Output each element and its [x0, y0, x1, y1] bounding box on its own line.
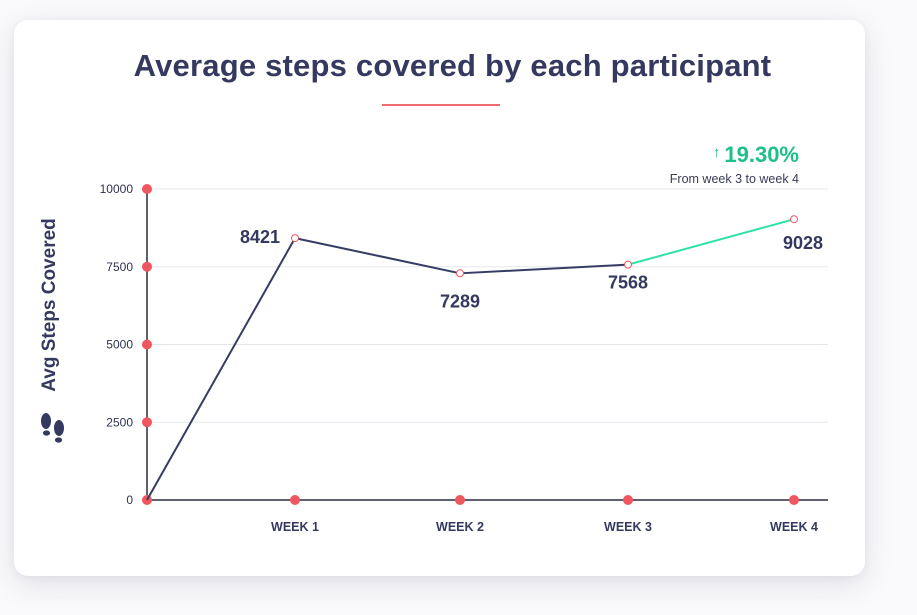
- data-label: 8421: [240, 227, 280, 247]
- x-tick-dot: [623, 495, 633, 505]
- y-tick-dot: [142, 417, 152, 428]
- data-point: [624, 260, 632, 269]
- change-indicator: ↑ 19.30% From week 3 to week 4: [670, 142, 799, 186]
- chart-title: Average steps covered by each participan…: [133, 48, 772, 83]
- y-tick-dot: [142, 184, 152, 194]
- y-tick-dot: [142, 261, 152, 272]
- footsteps-icon: [41, 413, 64, 443]
- y-tick-dot: [142, 339, 152, 350]
- y-tick-label: 2500: [106, 415, 133, 429]
- change-note: From week 3 to week 4: [669, 172, 799, 186]
- x-tick-label: WEEK 4: [770, 520, 818, 534]
- series-line: [146, 237, 629, 501]
- data-label: 7568: [608, 273, 648, 293]
- x-tick-label: WEEK 1: [271, 520, 319, 534]
- y-tick-label: 0: [126, 493, 133, 507]
- change-value-row: ↑ 19.30%: [670, 142, 799, 168]
- x-tick-label: WEEK 2: [436, 520, 484, 534]
- change-percentage: 19.30%: [724, 142, 799, 167]
- y-tick-label: 10000: [100, 182, 134, 196]
- x-tick-dot: [789, 495, 799, 505]
- highlight-segment: [627, 218, 795, 266]
- x-tick-dot: [290, 495, 300, 505]
- data-label: 7289: [440, 291, 480, 311]
- data-point: [291, 234, 299, 243]
- arrow-up-icon: ↑: [712, 143, 721, 161]
- title-underline: [382, 104, 500, 106]
- data-point: [790, 215, 798, 224]
- y-tick-label: 5000: [106, 338, 133, 352]
- x-tick-label: WEEK 3: [604, 520, 652, 534]
- y-tick-label: 7500: [106, 260, 133, 274]
- data-point: [456, 269, 464, 278]
- data-label: 9028: [783, 233, 823, 253]
- x-tick-dot: [455, 495, 465, 505]
